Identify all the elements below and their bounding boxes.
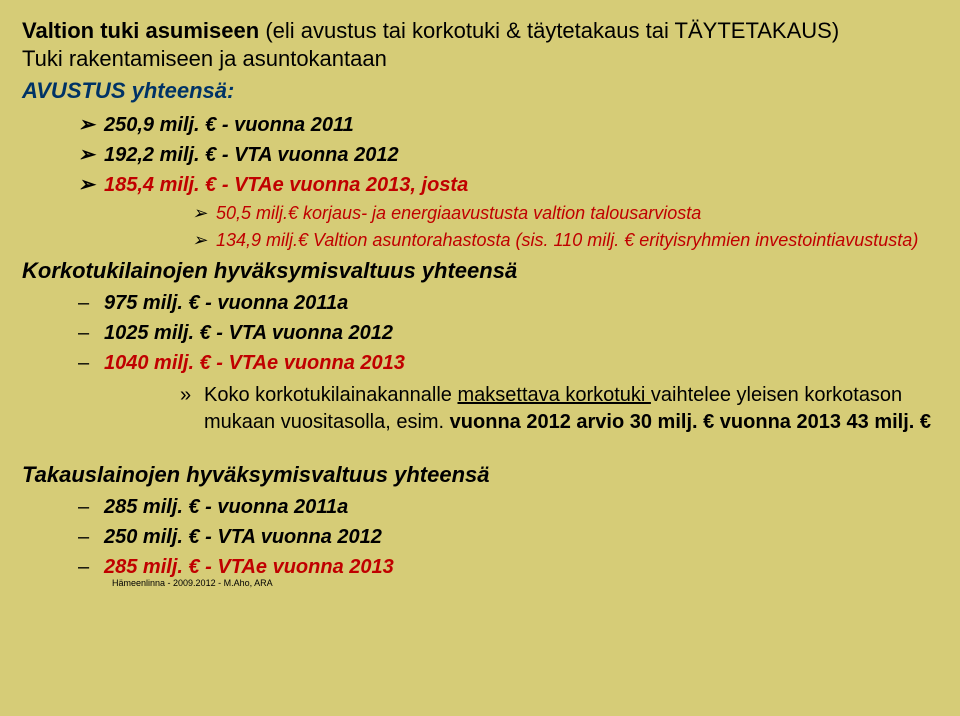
arrow-icon: ➢ [192, 227, 216, 254]
title-paren: (eli avustus tai korkotuki & täytetakaus… [265, 18, 839, 43]
list-item-label: 975 milj. € - vuonna 2011a [104, 288, 348, 318]
list-item-label: 250,9 milj. € - vuonna 2011 [104, 110, 354, 140]
list-item-label: 134,9 milj.€ Valtion asuntorahastosta (s… [216, 227, 918, 254]
list-item-label: 185,4 milj. € - VTAe vuonna 2013, josta [104, 170, 468, 200]
avustus-heading: AVUSTUS yhteensä: [22, 78, 938, 104]
title-main: Valtion tuki asumiseen [22, 18, 259, 43]
title-line2: Tuki rakentamiseen ja asuntokantaan [22, 46, 938, 72]
list-item: ➢ 185,4 milj. € - VTAe vuonna 2013, jost… [78, 170, 938, 200]
takaus-list: – 285 milj. € - vuonna 2011a – 250 milj.… [78, 492, 938, 588]
dash-icon: – [78, 492, 104, 522]
list-item: ➢ 192,2 milj. € - VTA vuonna 2012 [78, 140, 938, 170]
takaus-heading: Takauslainojen hyväksymisvaltuus yhteens… [22, 462, 938, 488]
list-item-label: 1040 milj. € - VTAe vuonna 2013 [104, 348, 405, 378]
list-item: – 1040 milj. € - VTAe vuonna 2013 [78, 348, 938, 378]
avustus-sublist: ➢ 50,5 milj.€ korjaus- ja energiaavustus… [192, 200, 938, 254]
quote-part: Koko korkotukilainakannalle [204, 384, 458, 406]
list-item: – 250 milj. € - VTA vuonna 2012 [78, 522, 938, 552]
arrow-icon: ➢ [78, 110, 104, 140]
dash-icon: – [78, 318, 104, 348]
list-item-label: 285 milj. € - vuonna 2011a [104, 492, 348, 522]
list-item: ➢ 134,9 milj.€ Valtion asuntorahastosta … [192, 227, 938, 254]
korkotuki-quote: » Koko korkotukilainakannalle maksettava… [180, 382, 938, 436]
quote-part-underline: maksettava korkotuki [458, 384, 651, 406]
dash-icon: – [78, 348, 104, 378]
korkotuki-heading: Korkotukilainojen hyväksymisvaltuus yhte… [22, 258, 938, 284]
korkotuki-list: – 975 milj. € - vuonna 2011a – 1025 milj… [78, 288, 938, 378]
dash-icon: – [78, 552, 104, 582]
list-item: ➢ 250,9 milj. € - vuonna 2011 [78, 110, 938, 140]
list-item: – 975 milj. € - vuonna 2011a [78, 288, 938, 318]
quote-part-bold: vuonna 2012 arvio 30 milj. € vuonna 2013… [450, 411, 931, 433]
footer-text: Hämeenlinna - 2009.2012 - M.Aho, ARA [112, 578, 938, 588]
list-item: ➢ 50,5 milj.€ korjaus- ja energiaavustus… [192, 200, 938, 227]
list-item-label: 50,5 milj.€ korjaus- ja energiaavustusta… [216, 200, 701, 227]
avustus-list: ➢ 250,9 milj. € - vuonna 2011 ➢ 192,2 mi… [78, 110, 938, 200]
quote-item: » Koko korkotukilainakannalle maksettava… [180, 382, 938, 436]
arrow-icon: ➢ [192, 200, 216, 227]
slide-page: Valtion tuki asumiseen (eli avustus tai … [0, 0, 960, 598]
list-item-label: 250 milj. € - VTA vuonna 2012 [104, 522, 382, 552]
list-item-label: 1025 milj. € - VTA vuonna 2012 [104, 318, 393, 348]
list-item: – 285 milj. € - vuonna 2011a [78, 492, 938, 522]
list-item-label: 192,2 milj. € - VTA vuonna 2012 [104, 140, 399, 170]
dash-icon: – [78, 522, 104, 552]
title-line1: Valtion tuki asumiseen (eli avustus tai … [22, 18, 938, 44]
dash-icon: – [78, 288, 104, 318]
raquo-icon: » [180, 382, 204, 409]
quote-text: Koko korkotukilainakannalle maksettava k… [204, 382, 938, 436]
list-item: – 1025 milj. € - VTA vuonna 2012 [78, 318, 938, 348]
arrow-icon: ➢ [78, 170, 104, 200]
arrow-icon: ➢ [78, 140, 104, 170]
